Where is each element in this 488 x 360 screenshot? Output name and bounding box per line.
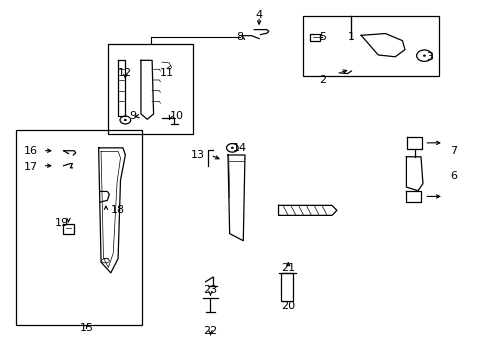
Text: 17: 17 [23, 162, 38, 172]
Bar [281, 273, 293, 301]
Text: 15: 15 [80, 323, 93, 333]
Text: 18: 18 [111, 205, 125, 215]
Text: 6: 6 [449, 171, 456, 181]
Circle shape [422, 55, 425, 57]
Bar [16, 130, 142, 325]
Polygon shape [361, 33, 404, 57]
Text: 2: 2 [318, 75, 325, 85]
Text: 9: 9 [129, 111, 136, 121]
Text: 19: 19 [55, 218, 69, 228]
Text: 10: 10 [169, 111, 183, 121]
Text: 5: 5 [318, 32, 325, 42]
Text: 21: 21 [281, 262, 295, 273]
Text: 16: 16 [23, 147, 38, 157]
Text: 20: 20 [281, 301, 295, 311]
Text: 11: 11 [160, 68, 173, 78]
Text: 13: 13 [191, 150, 205, 160]
Text: 12: 12 [118, 68, 132, 78]
Circle shape [230, 147, 233, 149]
Text: 4: 4 [255, 10, 262, 20]
Text: 3: 3 [425, 52, 432, 62]
Text: 14: 14 [232, 143, 246, 153]
Polygon shape [99, 148, 125, 273]
Text: 22: 22 [203, 326, 217, 336]
Text: 1: 1 [347, 32, 354, 42]
Circle shape [123, 119, 126, 121]
Bar [302, 17, 438, 76]
Text: 23: 23 [203, 285, 217, 295]
Text: 8: 8 [236, 32, 243, 42]
Bar [108, 44, 193, 134]
Bar [309, 33, 319, 41]
Text: 7: 7 [449, 147, 456, 157]
